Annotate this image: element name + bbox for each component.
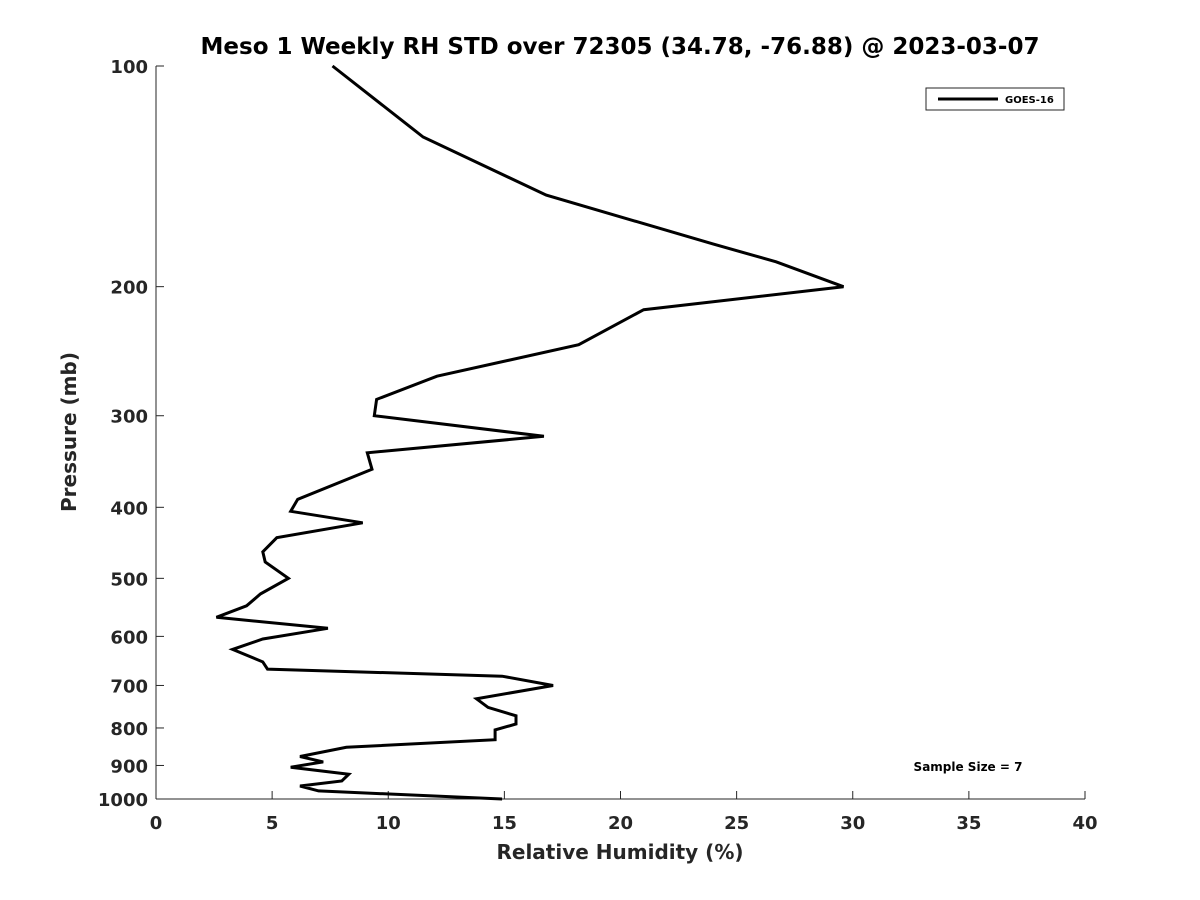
y-axis-ticks: 100 200 300 400 500 600 700 800 900 1000 [98,57,164,811]
sample-size-annotation: Sample Size = 7 [914,760,1023,774]
x-tick-label: 25 [724,813,749,834]
x-axis-label: Relative Humidity (%) [496,840,743,864]
series-line-goes-16 [215,64,845,801]
x-tick-label: 40 [1072,813,1097,834]
x-tick-label: 20 [608,813,633,834]
x-tick-label: 10 [376,813,401,834]
y-tick-label: 100 [110,57,148,78]
x-tick-label: 0 [150,813,163,834]
y-tick-label: 700 [110,676,148,697]
x-tick-label: 15 [492,813,517,834]
series-layer [215,64,845,801]
x-tick-label: 5 [266,813,279,834]
x-tick-label: 30 [840,813,865,834]
chart-title: Meso 1 Weekly RH STD over 72305 (34.78, … [201,34,1040,60]
legend: GOES-16 [925,87,1065,111]
y-tick-label: 800 [110,719,148,740]
y-tick-label: 500 [110,569,148,590]
y-tick-label: 900 [110,756,148,777]
y-axis-label: Pressure (mb) [57,352,81,512]
x-tick-label: 35 [956,813,981,834]
axes [155,66,1085,800]
y-tick-label: 400 [110,498,148,519]
x-axis-ticks: 0 5 10 15 20 25 30 35 40 [150,791,1098,834]
y-tick-label: 300 [110,407,148,428]
y-tick-label: 1000 [98,790,148,811]
y-tick-label: 600 [110,627,148,648]
y-tick-label: 200 [110,278,148,299]
legend-label-goes-16: GOES-16 [1005,95,1054,106]
